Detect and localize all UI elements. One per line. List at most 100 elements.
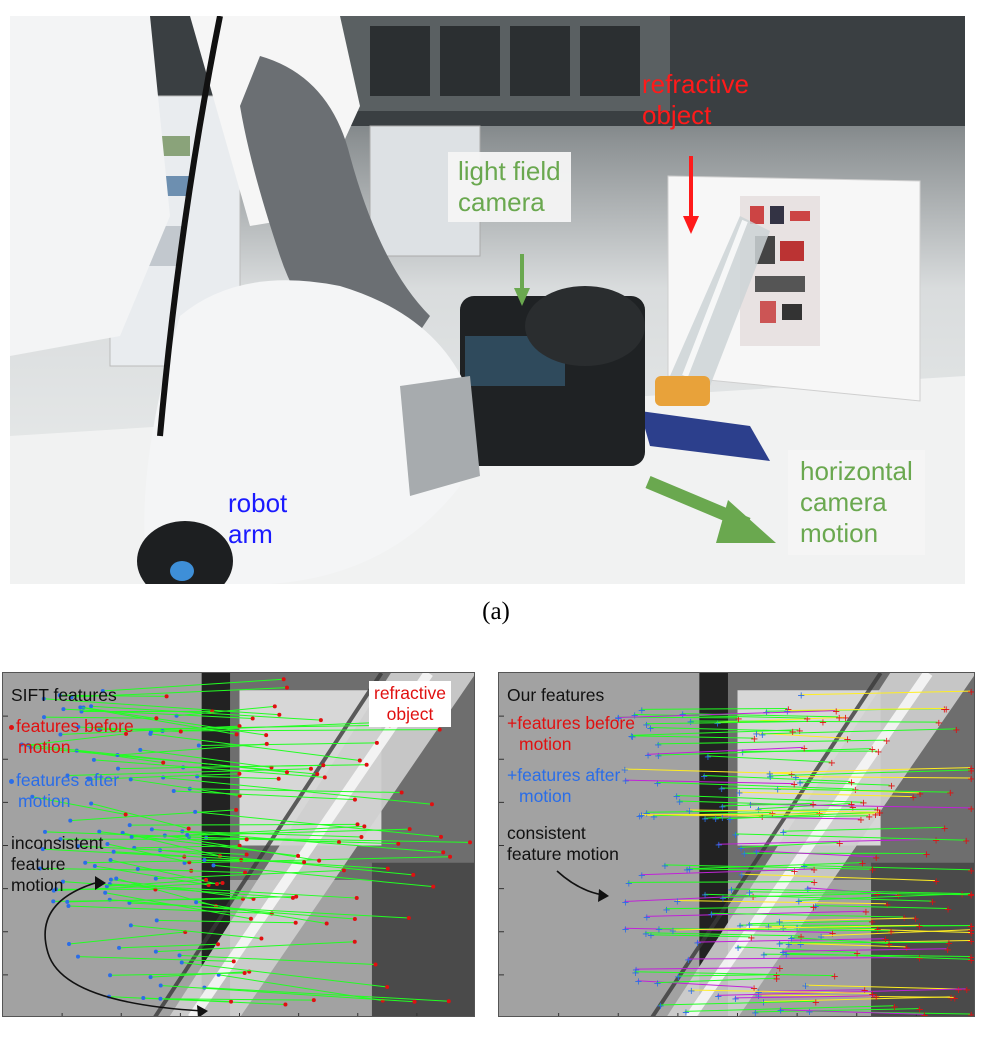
svg-text:+: + [779,827,787,838]
svg-text:+: + [835,713,843,724]
svg-text:+: + [868,865,876,876]
svg-text:+: + [792,773,800,784]
svg-text:+: + [758,730,766,741]
svg-text:+: + [614,714,622,725]
svg-text:+: + [711,814,719,825]
svg-text:+: + [805,1007,813,1017]
svg-text:+: + [630,710,638,721]
svg-text:+: + [749,892,757,903]
svg-text:+: + [954,985,962,996]
svg-text:+: + [747,933,755,944]
svg-text:+: + [843,734,851,745]
svg-text:+: + [928,897,936,908]
svg-text:+: + [967,764,975,775]
svg-text:+: + [967,1010,975,1017]
svg-text:+: + [740,849,748,860]
svg-text:+: + [812,997,820,1008]
svg-text:+: + [789,727,797,738]
svg-text:+: + [717,784,725,795]
svg-text:+: + [654,740,662,751]
svg-text:+: + [885,939,893,950]
svg-text:+: + [635,811,643,822]
svg-text:+: + [693,938,701,949]
svg-text:+: + [967,889,975,900]
our-legend-after: +features after motion [507,765,621,806]
svg-text:+: + [945,938,953,949]
svg-text:+: + [967,929,975,940]
svg-text:+: + [775,917,783,928]
svg-text:+: + [734,714,742,725]
red-plus-icon: + [507,713,518,733]
svg-text:+: + [790,866,798,877]
svg-text:+: + [858,859,866,870]
svg-text:+: + [719,894,727,905]
svg-text:+: + [766,769,774,780]
svg-text:+: + [947,993,955,1004]
svg-text:+: + [713,719,721,730]
svg-text:+: + [967,936,975,947]
svg-text:+: + [701,890,709,901]
svg-text:+: + [830,972,838,983]
caption-a: (a) [482,598,510,625]
svg-text:+: + [627,731,635,742]
svg-text:+: + [811,902,819,913]
svg-text:+: + [731,994,739,1005]
red-dot-icon [9,724,14,730]
svg-text:+: + [656,1001,664,1012]
svg-text:+: + [944,945,952,956]
svg-text:+: + [687,717,695,728]
svg-text:+: + [642,720,650,731]
svg-text:+: + [810,865,818,876]
svg-text:+: + [638,705,646,716]
svg-text:+: + [625,878,633,889]
our-legend-before: +features before motion [507,713,635,754]
sift-title: SIFT features [11,685,117,705]
svg-text:+: + [637,811,645,822]
svg-text:+: + [776,964,784,975]
svg-text:+: + [750,983,758,994]
svg-text:+: + [683,865,691,876]
svg-text:+: + [642,929,650,940]
svg-text:+: + [621,924,629,935]
svg-text:+: + [785,940,793,951]
svg-text:+: + [735,788,743,799]
svg-text:+: + [672,792,680,803]
sift-legend-before: features before motion [9,716,134,758]
svg-text:+: + [628,732,636,743]
svg-text:+: + [634,977,642,988]
svg-text:+: + [796,778,804,789]
svg-text:+: + [734,943,742,954]
svg-text:+: + [795,896,803,907]
svg-text:+: + [849,802,857,813]
svg-text:+: + [687,986,695,997]
svg-text:+: + [661,861,669,872]
svg-text:+: + [890,1002,898,1013]
svg-text:+: + [754,987,762,998]
svg-text:+: + [653,979,661,990]
svg-text:+: + [685,806,693,817]
sift-legend-after: features after motion [9,770,119,812]
svg-text:+: + [915,1005,923,1016]
svg-text:+: + [868,917,876,928]
label-light-field-camera: light field camera [448,152,571,222]
svg-text:+: + [874,747,882,758]
svg-text:+: + [932,877,940,888]
svg-text:+: + [662,905,670,916]
svg-text:+: + [801,981,809,992]
our-title: Our features [507,685,605,705]
svg-text:+: + [920,1010,928,1017]
sift-object-label: refractive object [369,681,451,727]
svg-text:+: + [614,713,622,724]
svg-text:+: + [915,953,923,964]
svg-text:+: + [787,933,795,944]
blue-dot-icon [9,778,14,784]
svg-text:+: + [967,921,975,932]
svg-text:+: + [940,705,948,716]
svg-text:+: + [819,717,827,728]
svg-text:+: + [700,772,708,783]
svg-text:+: + [796,726,804,737]
robot-setup-photo: refractive object light field camera rob… [10,16,965,584]
svg-text:+: + [865,812,873,823]
blue-plus-icon: + [507,765,518,785]
svg-text:+: + [828,758,836,769]
